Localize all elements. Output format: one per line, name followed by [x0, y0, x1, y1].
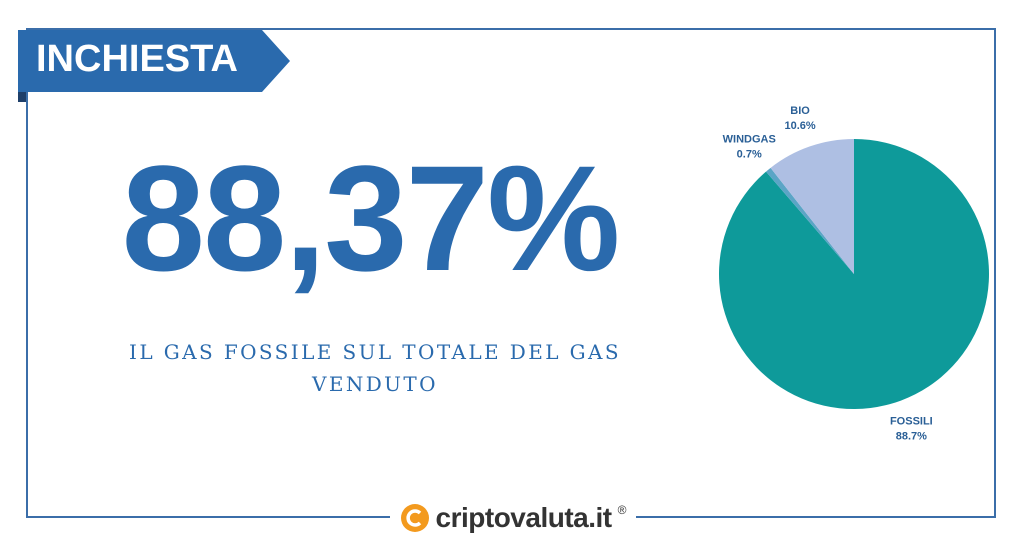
pie-slice — [770, 139, 854, 274]
headline-value: 88,37% — [121, 134, 621, 302]
pie-slice — [766, 167, 854, 274]
headline-text: IL GAS FOSSILE SUL TOTALE DEL GAS VENDUT… — [129, 340, 621, 396]
slice-category-label: BIO — [790, 105, 810, 117]
logo-mark: ® — [617, 503, 627, 517]
slice-value-label: 88.7% — [896, 431, 927, 443]
badge-text: INCHIESTA — [36, 38, 238, 80]
logo-icon — [400, 504, 429, 532]
badge-fold — [18, 92, 26, 102]
logo-text: criptovaluta.it — [435, 502, 613, 533]
slice-value-label: 0.7% — [737, 148, 762, 160]
slice-category-label: FOSSILI — [890, 416, 933, 428]
badge-shape — [18, 30, 290, 92]
badge-ribbon — [18, 30, 290, 102]
slice-value-label: 10.6% — [784, 120, 815, 132]
footer-logo: criptovaluta.it ® — [390, 496, 636, 540]
slice-category-label: WINDGAS — [723, 133, 776, 145]
